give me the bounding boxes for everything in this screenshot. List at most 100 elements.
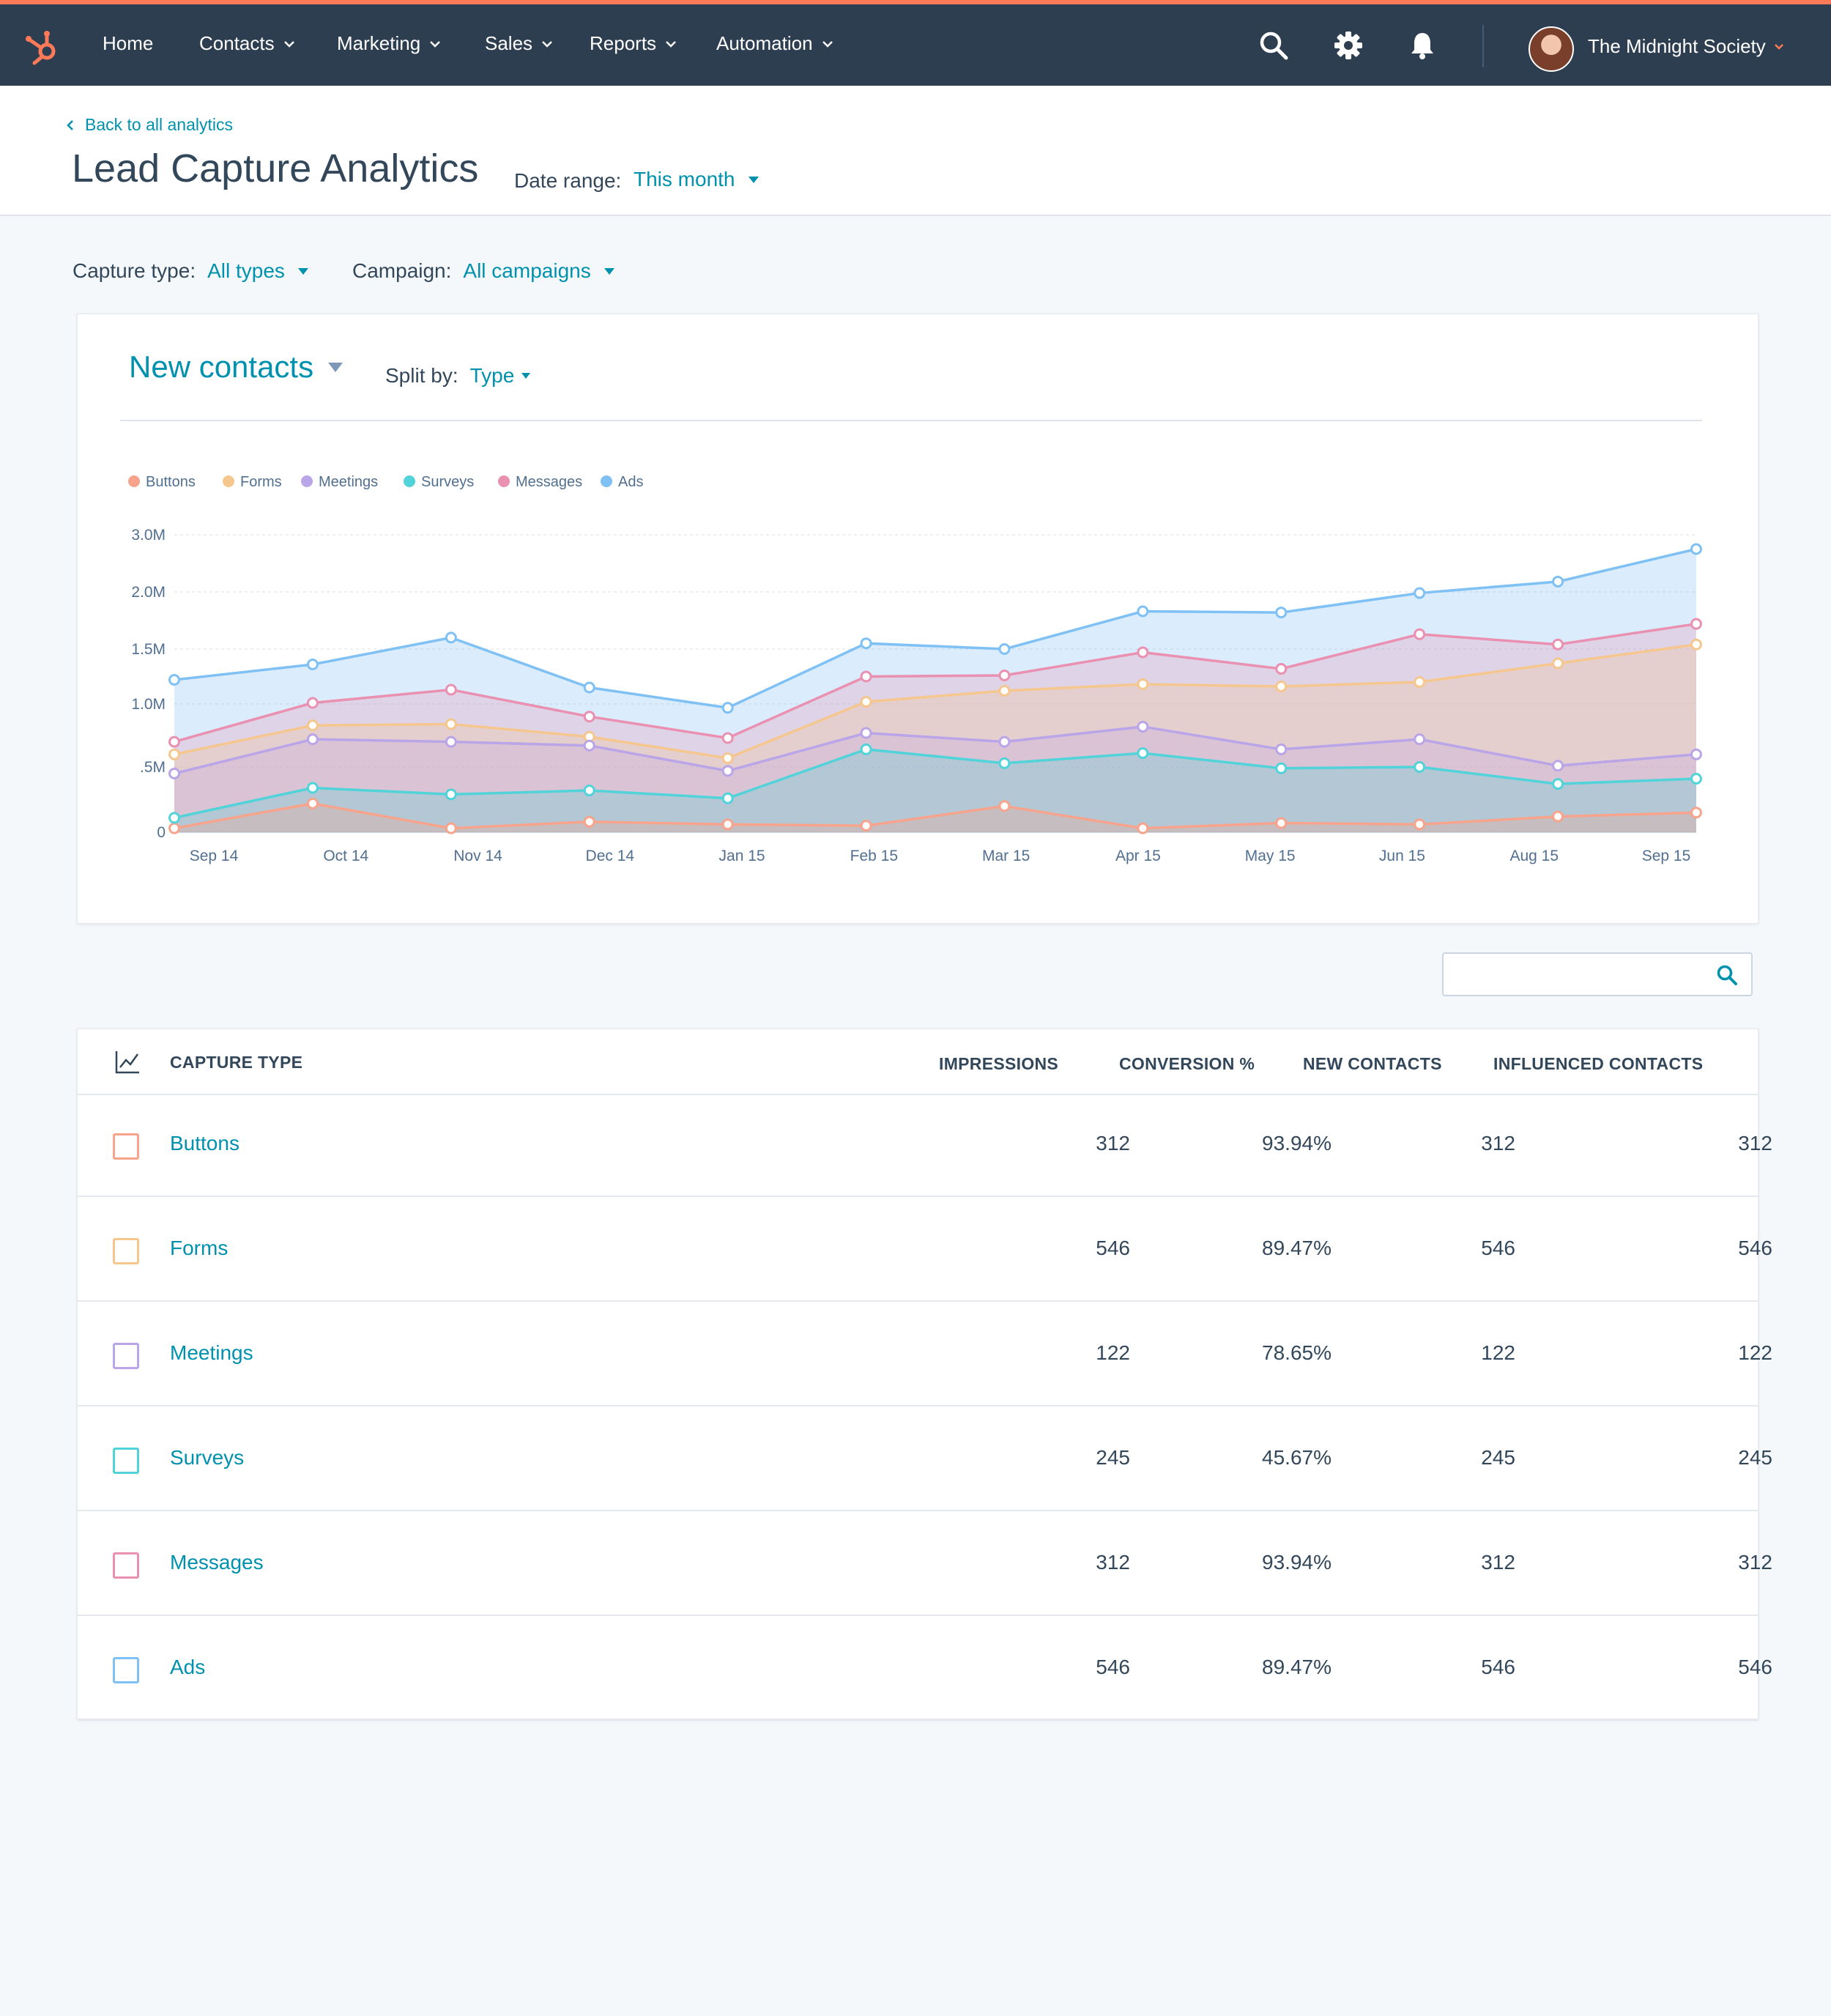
bell-icon[interactable] (1407, 30, 1438, 61)
card-divider (120, 420, 1702, 421)
area-surveys (174, 749, 1696, 832)
data-point (1414, 761, 1426, 773)
gear-icon[interactable] (1333, 30, 1364, 61)
data-point (306, 782, 319, 794)
area-meetings (174, 726, 1696, 832)
col-new-contacts[interactable]: NEW CONTACTS (1303, 1054, 1442, 1073)
data-point (1137, 720, 1149, 733)
series-line-meetings (174, 725, 1697, 775)
chevron-down-icon (822, 40, 833, 48)
data-point (445, 683, 457, 696)
col-conversion[interactable]: CONVERSION % (1119, 1054, 1255, 1073)
data-point (306, 797, 319, 809)
nav-sales[interactable]: Sales (485, 32, 554, 55)
data-point (583, 815, 595, 828)
data-point (1552, 760, 1564, 772)
influenced-contacts-cell: 245 (1738, 1446, 1772, 1469)
avatar[interactable] (1529, 26, 1574, 72)
nav-automation[interactable]: Automation (716, 32, 835, 55)
data-point (860, 670, 872, 683)
y-tick-label: 1.5M (131, 641, 166, 658)
conversion-cell: 78.65% (1262, 1341, 1332, 1364)
area-messages (174, 623, 1696, 832)
nav-home-label: Home (103, 32, 154, 54)
row-checkbox[interactable] (113, 1657, 139, 1683)
back-link[interactable]: Back to all analytics (66, 115, 233, 135)
data-point (998, 643, 1011, 655)
data-point (445, 735, 457, 748)
data-point (1690, 748, 1702, 760)
table-row: Messages 312 93.94% 312 312 (78, 1513, 1772, 1616)
data-point (168, 767, 180, 779)
page-header: Back to all analytics Lead Capture Analy… (0, 86, 1831, 216)
capture-type-link[interactable]: Forms (170, 1237, 229, 1259)
split-by-label: Split by: (385, 364, 458, 387)
sprocket-logo-icon[interactable] (25, 28, 62, 66)
capture-type-link[interactable]: Ads (170, 1656, 206, 1678)
y-tick-label: 2.0M (131, 584, 166, 601)
x-tick-label: Sep 15 (1642, 848, 1691, 864)
metric-value: New contacts (129, 349, 314, 384)
search-icon[interactable] (1258, 30, 1289, 61)
table-search (1442, 952, 1753, 996)
data-point (1690, 773, 1702, 785)
account-name: The Midnight Society (1588, 35, 1766, 57)
table-row: Meetings 122 78.65% 122 122 (78, 1303, 1772, 1407)
data-point (860, 727, 872, 739)
date-range-dropdown[interactable]: This month (634, 168, 759, 191)
new-contacts-cell: 312 (1481, 1551, 1515, 1574)
capture-type-link[interactable]: Surveys (170, 1446, 245, 1469)
caret-down-icon (328, 362, 343, 372)
x-tick-label: May 15 (1245, 848, 1296, 864)
capture-type-dropdown[interactable]: All types (207, 259, 308, 283)
legend-swatch (223, 475, 234, 487)
capture-type-link[interactable]: Buttons (170, 1132, 239, 1155)
line-chart-icon[interactable] (114, 1050, 141, 1075)
account-menu[interactable]: The Midnight Society (1588, 35, 1785, 58)
nav-marketing[interactable]: Marketing (337, 32, 442, 55)
conversion-cell: 89.47% (1262, 1656, 1332, 1678)
data-point (168, 812, 180, 824)
new-contacts-cell: 312 (1481, 1132, 1515, 1155)
table-row: Surveys 245 45.67% 245 245 (78, 1408, 1772, 1511)
capture-type-link[interactable]: Messages (170, 1551, 264, 1574)
data-point (1137, 678, 1149, 690)
search-icon[interactable] (1716, 964, 1738, 986)
data-point (1137, 747, 1149, 760)
nav-reports[interactable]: Reports (590, 32, 678, 55)
split-by-value: Type (469, 364, 515, 387)
legend-label: Surveys (421, 474, 474, 490)
row-checkbox[interactable] (113, 1133, 139, 1160)
data-point (721, 752, 734, 764)
data-point (445, 631, 457, 644)
capture-type-link[interactable]: Meetings (170, 1341, 253, 1364)
col-capture-type[interactable]: CAPTURE TYPE (170, 1053, 303, 1072)
data-point (445, 788, 457, 801)
nav-home[interactable]: Home (103, 32, 153, 55)
caret-down-icon (603, 267, 614, 275)
row-checkbox[interactable] (113, 1552, 139, 1579)
nav-contacts[interactable]: Contacts (199, 32, 297, 55)
row-checkbox[interactable] (113, 1448, 139, 1474)
x-tick-label: Oct 14 (323, 848, 368, 864)
chevron-down-icon (430, 40, 441, 48)
conversion-cell: 93.94% (1262, 1132, 1332, 1155)
influenced-contacts-cell: 546 (1738, 1656, 1772, 1678)
search-input[interactable] (1452, 960, 1704, 990)
col-influenced-contacts[interactable]: INFLUENCED CONTACTS (1493, 1054, 1704, 1073)
data-point (998, 685, 1011, 697)
x-tick-label: Jun 15 (1379, 848, 1425, 864)
row-checkbox[interactable] (113, 1238, 139, 1264)
campaign-dropdown[interactable]: All campaigns (463, 259, 614, 283)
x-tick-label: Aug 15 (1509, 848, 1559, 864)
row-checkbox[interactable] (113, 1343, 139, 1369)
nav-sales-label: Sales (485, 32, 533, 54)
capture-type-filter: Capture type: All types (73, 259, 308, 283)
metric-dropdown[interactable]: New contacts (129, 349, 343, 385)
campaign-filter: Campaign: All campaigns (352, 259, 614, 283)
col-impressions[interactable]: IMPRESSIONS (939, 1054, 1059, 1073)
split-by-dropdown[interactable]: Type (470, 364, 531, 388)
data-point (860, 820, 872, 832)
legend-label: Messages (516, 474, 582, 490)
data-point (1275, 681, 1288, 692)
